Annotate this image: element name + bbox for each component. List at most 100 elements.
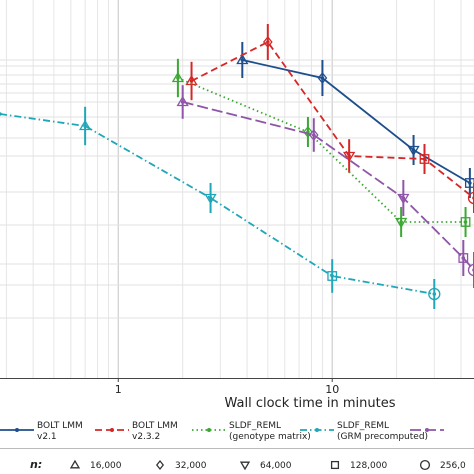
data-point — [395, 207, 408, 237]
legend-label: BOLT LMM — [37, 421, 83, 431]
series-4 — [0, 106, 441, 309]
point-dot — [176, 76, 180, 80]
legend-swatch-dot — [110, 428, 114, 432]
point-dot — [311, 133, 316, 137]
diamond-marker — [262, 35, 273, 49]
point-dot — [320, 76, 325, 80]
x-tick-label: 10 — [325, 383, 339, 396]
triangle-marker — [176, 95, 189, 107]
data-point — [303, 117, 313, 147]
size-legend-item: 256,0 — [419, 459, 466, 471]
legend-swatch-dot — [425, 428, 429, 432]
legend-item: SLDF_REML(genotype matrix) — [192, 421, 311, 442]
data-point — [460, 207, 471, 237]
triangle-marker — [69, 459, 81, 469]
circle-marker — [419, 459, 431, 471]
series-5 — [176, 85, 474, 288]
point-dot — [240, 58, 245, 62]
square-marker — [458, 253, 469, 263]
data-point — [176, 85, 189, 119]
x-axis-label: Wall clock time in minutes — [225, 396, 396, 411]
size-legend-value: 64,000 — [260, 461, 292, 471]
point-dot — [180, 100, 185, 104]
data-point — [236, 42, 249, 78]
size-legend-value: 128,000 — [350, 461, 387, 471]
point-dot — [411, 148, 416, 152]
legend-label: SLDF_REML — [229, 421, 281, 431]
data-point — [317, 60, 328, 96]
square-marker — [327, 271, 338, 281]
triangle-marker — [185, 74, 198, 86]
series-line — [177, 77, 466, 223]
data-point — [0, 112, 2, 116]
point-dot — [461, 256, 466, 260]
series-2 — [185, 24, 474, 213]
series-line — [0, 113, 435, 295]
point-dot — [463, 220, 468, 224]
diamond-marker — [303, 125, 313, 139]
x-tick-label: 1 — [115, 383, 122, 396]
point-dot — [0, 112, 2, 116]
legend-swatch-dot — [315, 428, 319, 432]
legend-sublabel: (genotype matrix) — [229, 432, 311, 442]
size-legend-item: 16,000 — [69, 459, 122, 471]
triangle-marker — [171, 71, 185, 83]
size-legend-item: 32,000 — [155, 459, 207, 471]
size-legend-value: 16,000 — [90, 461, 122, 471]
triangle-down-marker — [395, 217, 408, 229]
size-legend-item: 128,000 — [330, 460, 387, 471]
point-dot — [422, 157, 427, 161]
triangle-down-marker — [343, 151, 356, 163]
point-dot — [468, 181, 472, 185]
data-point — [428, 279, 441, 309]
size-legend: n: 16,000 32,000 64,000 128,000 256,0 — [30, 458, 466, 471]
series-1 — [236, 42, 474, 198]
series-line — [242, 59, 471, 184]
triangle-marker — [236, 53, 249, 65]
square-marker — [464, 178, 474, 188]
legend-swatch-dot — [207, 428, 211, 432]
size-legend-item: 64,000 — [239, 461, 292, 471]
diamond-marker — [155, 459, 165, 471]
data-point — [204, 183, 217, 213]
data-point — [464, 168, 474, 198]
point-dot — [266, 40, 270, 44]
point-dot — [208, 196, 213, 200]
diamond-marker — [317, 71, 328, 85]
legend-sublabel: (GRM precomputed) — [337, 432, 428, 442]
point-dot — [432, 292, 437, 296]
legend-swatch-dot — [15, 428, 19, 432]
point-dot — [347, 154, 351, 158]
size-legend-value: 256,0 — [440, 461, 466, 471]
data-point — [262, 24, 273, 60]
triangle-down-marker — [204, 193, 217, 205]
square-marker — [460, 217, 471, 227]
data-point — [343, 139, 356, 173]
triangle-marker — [78, 119, 92, 131]
data-point — [419, 144, 430, 174]
triangle-down-marker — [407, 145, 420, 157]
legend-item — [410, 428, 444, 432]
data-point — [458, 240, 469, 276]
data-point — [407, 135, 420, 165]
diamond-marker — [308, 128, 319, 142]
legend-label: SLDF_REML — [337, 421, 389, 431]
data-point — [78, 106, 92, 146]
point-dot — [83, 124, 87, 128]
circle-marker — [428, 287, 441, 301]
square-marker — [419, 154, 430, 164]
legend-label: BOLT LMM — [132, 421, 178, 431]
data-point — [397, 180, 410, 216]
point-dot — [399, 220, 403, 224]
x-tick-labels: 1 10 — [115, 378, 339, 396]
data-point — [467, 252, 474, 288]
data-point — [185, 61, 198, 101]
grid-layer — [0, 0, 474, 378]
legend-item: SLDF_REML(GRM precomputed) — [300, 421, 428, 442]
point-dot — [401, 196, 406, 200]
series-3 — [171, 58, 471, 237]
